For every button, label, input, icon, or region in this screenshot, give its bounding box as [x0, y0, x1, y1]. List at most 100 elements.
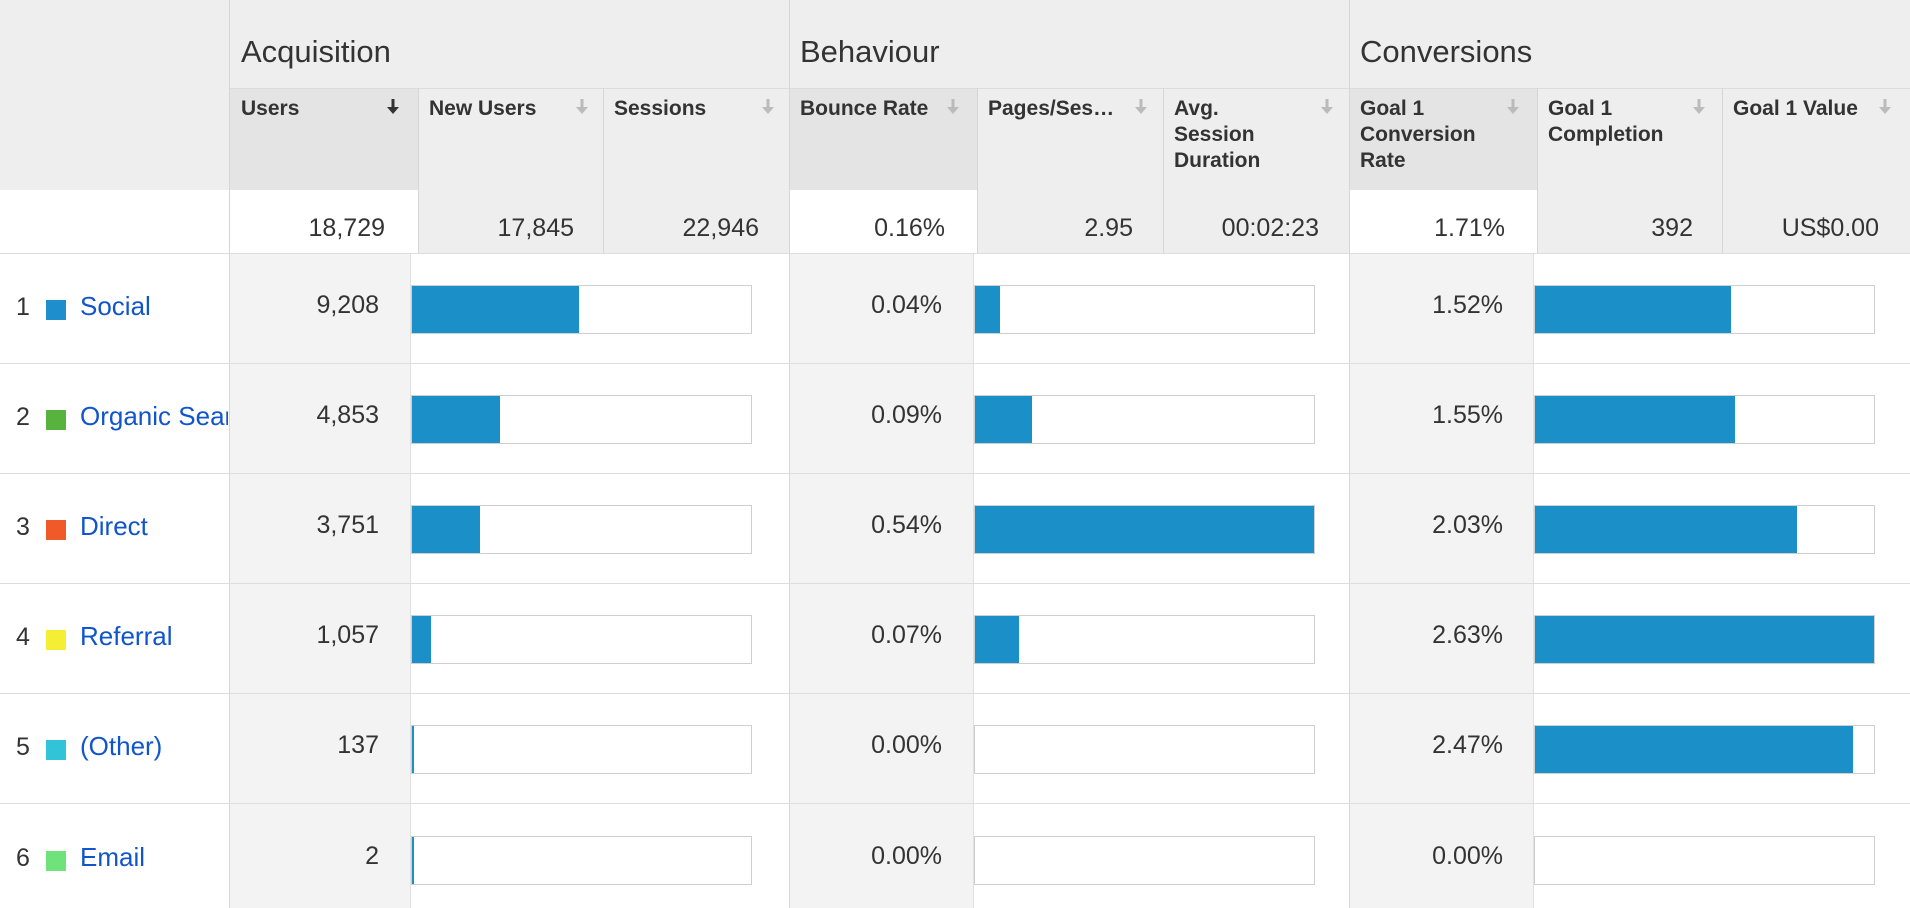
channel-link[interactable]: Referral [80, 621, 173, 651]
bounce-header-active [790, 89, 978, 190]
header-divider [230, 88, 1910, 89]
conversion-rate-value: 2.03% [1432, 511, 1503, 539]
arrow-down-light-icon[interactable] [1134, 97, 1148, 117]
total-new-users: 17,845 [497, 214, 574, 242]
group-title-behaviour: Behaviour [800, 34, 940, 69]
bounce-column-bg [790, 254, 974, 908]
conv-rate-header-active [1350, 89, 1538, 190]
row-divider [0, 363, 1910, 364]
arrow-down-light-icon[interactable] [1320, 97, 1334, 117]
divider [789, 0, 790, 908]
bounce-rate-bar-track [974, 505, 1315, 554]
bounce-rate-bar-track [974, 285, 1315, 334]
divider [410, 254, 411, 908]
arrow-down-light-icon[interactable] [1878, 97, 1892, 117]
total-avg-session-duration: 00:02:23 [1221, 214, 1319, 242]
conversion-rate-value: 0.00% [1432, 842, 1503, 870]
divider [418, 88, 419, 254]
total-goal1-completion: 392 [1651, 214, 1693, 242]
conversion-rate-bar-track [1534, 285, 1875, 334]
divider [1163, 88, 1164, 254]
users-column-bg [230, 254, 411, 908]
column-header-bounce-rate[interactable]: Bounce Rate [800, 97, 929, 120]
conversion-rate-bar-track [1534, 395, 1875, 444]
totals-band-behaviour [978, 190, 1350, 254]
users-bar-track [411, 505, 752, 554]
bounce-rate-value: 0.09% [871, 401, 942, 429]
arrow-down-light-icon[interactable] [761, 97, 775, 117]
bounce-rate-bar-track [974, 725, 1315, 774]
channel-color-swatch [46, 630, 66, 650]
arrow-down-light-icon[interactable] [575, 97, 589, 117]
conversion-rate-bar-track [1534, 615, 1875, 664]
bounce-rate-value: 0.07% [871, 621, 942, 649]
conversion-rate-bar [1535, 506, 1797, 553]
users-bar [412, 286, 579, 333]
conversion-rate-bar-track [1534, 836, 1875, 885]
bounce-rate-bar [975, 286, 1000, 333]
users-value: 2 [365, 842, 379, 870]
divider [977, 88, 978, 254]
column-header-pages-per-session[interactable]: Pages/Ses… [988, 97, 1115, 120]
conversion-rate-value: 1.52% [1432, 291, 1503, 319]
conversion-rate-bar [1535, 726, 1853, 773]
bounce-rate-bar [975, 396, 1032, 443]
total-goal1-conversion-rate: 1.71% [1434, 214, 1505, 242]
users-bar [412, 616, 431, 663]
users-bar [412, 396, 500, 443]
row-divider [0, 253, 1910, 254]
row-divider [0, 583, 1910, 584]
total-goal1-value: US$0.00 [1781, 214, 1879, 242]
column-header-avg-session-duration[interactable]: Avg. Session Duration [1174, 97, 1261, 172]
divider [1722, 88, 1723, 254]
totals-band [419, 190, 790, 254]
channel-link[interactable]: Social [80, 291, 151, 321]
totals-band-conversions [1538, 190, 1910, 254]
bounce-rate-bar-track [974, 395, 1315, 444]
column-header-goal1-value[interactable]: Goal 1 Value [1733, 97, 1858, 120]
conversion-rate-bar [1535, 286, 1731, 333]
divider [1533, 254, 1534, 908]
column-header-users[interactable]: Users [241, 97, 300, 120]
bounce-rate-value: 0.04% [871, 291, 942, 319]
bounce-rate-value: 0.00% [871, 731, 942, 759]
users-bar-track [411, 395, 752, 444]
bounce-rate-value: 0.54% [871, 511, 942, 539]
column-header-sessions[interactable]: Sessions [614, 97, 707, 120]
conversion-rate-bar-track [1534, 725, 1875, 774]
column-header-new-users[interactable]: New Users [429, 97, 537, 120]
users-value: 4,853 [316, 401, 379, 429]
channel-color-swatch [46, 410, 66, 430]
conversion-rate-value: 2.47% [1432, 731, 1503, 759]
row-number: 4 [16, 623, 30, 651]
arrow-down-dark-icon[interactable] [386, 97, 400, 117]
conversion-rate-bar [1535, 396, 1735, 443]
channel-link[interactable]: Email [80, 842, 146, 872]
users-bar-track [411, 615, 752, 664]
channel-link[interactable]: Organic Sear [80, 401, 228, 431]
group-title-acquisition: Acquisition [241, 34, 391, 69]
users-bar-track [411, 836, 752, 885]
column-header-goal1-completion[interactable]: Goal 1 Completion [1548, 97, 1664, 146]
bounce-rate-bar-track [974, 615, 1315, 664]
row-divider [0, 693, 1910, 694]
users-bar [412, 506, 480, 553]
arrow-down-light-icon[interactable] [946, 97, 960, 117]
users-value: 137 [337, 731, 379, 759]
row-number: 3 [16, 513, 30, 541]
group-title-conversions: Conversions [1360, 34, 1533, 69]
channel-link[interactable]: (Other) [80, 731, 163, 761]
divider [603, 88, 604, 254]
total-users: 18,729 [308, 214, 385, 242]
bounce-rate-bar-track [974, 836, 1315, 885]
total-sessions: 22,946 [682, 214, 759, 242]
bounce-rate-bar [975, 506, 1314, 553]
divider [1349, 0, 1350, 908]
conversion-rate-value: 1.55% [1432, 401, 1503, 429]
channel-link[interactable]: Direct [80, 511, 148, 541]
users-value: 3,751 [316, 511, 379, 539]
column-header-goal1-conversion-rate[interactable]: Goal 1 Conversion Rate [1360, 97, 1476, 172]
users-value: 1,057 [316, 621, 379, 649]
arrow-down-light-icon[interactable] [1692, 97, 1706, 117]
arrow-down-light-icon[interactable] [1506, 97, 1520, 117]
